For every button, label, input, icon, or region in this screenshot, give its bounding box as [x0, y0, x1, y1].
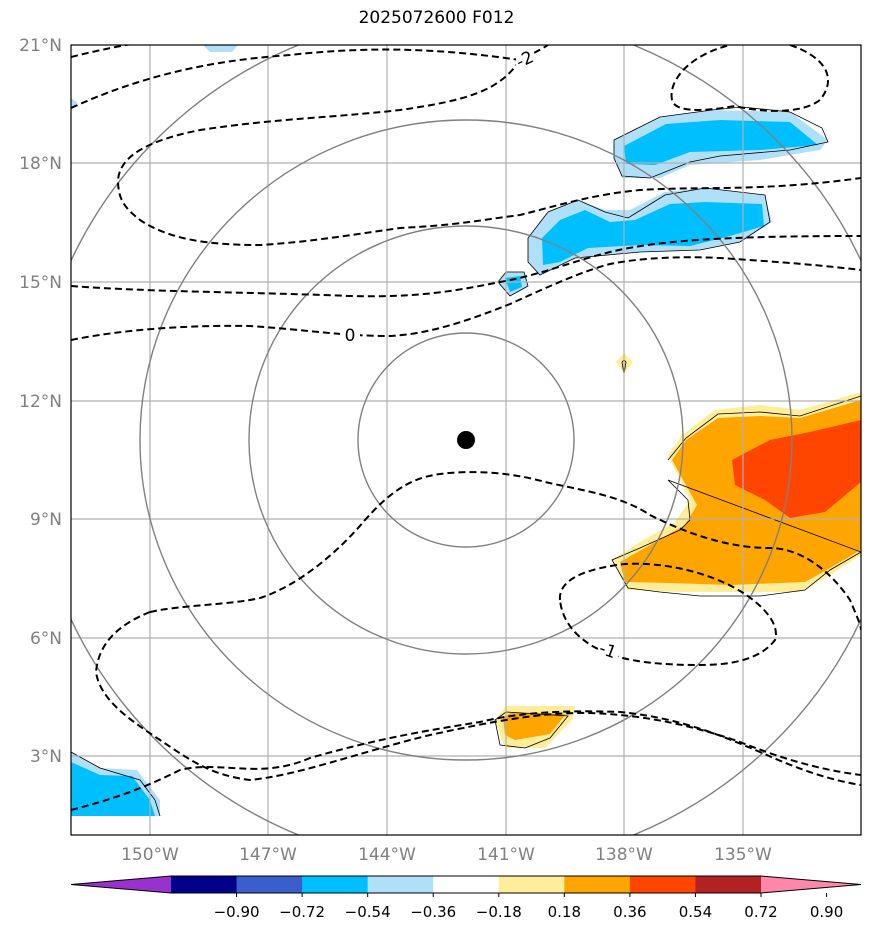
lon-label-150w: 150°W	[121, 845, 179, 865]
lon-label-147w: 147°W	[239, 845, 297, 865]
lat-label-18n: 18°N	[19, 154, 62, 174]
contour-line-i	[149, 471, 861, 631]
shaded-region-left-edge	[71, 98, 78, 108]
map-title: 2025072600 F012	[358, 8, 515, 28]
contour-line-f	[71, 256, 861, 341]
colorbar-extend-max	[761, 876, 861, 893]
shaded-region-east-warm-core	[732, 420, 861, 518]
contour-line-e	[71, 235, 861, 298]
contour-label-mask-top	[516, 49, 534, 69]
contour-label-mask-low	[598, 639, 618, 659]
dashed-contours	[71, 45, 861, 811]
colorbar: −0.90 −0.72 −0.54 −0.36 −0.18 0.18 0.36 0.54 0.7…	[70, 875, 862, 921]
map-plot-area: -2 0 -1	[71, 45, 861, 835]
colorbar-tick-label: −0.54	[345, 903, 391, 921]
longitude-labels: 150°W 147°W 144°W 141°W 138°W 135°W	[121, 845, 772, 865]
colorbar-outline	[70, 875, 862, 894]
colorbar-tick-label: −0.90	[214, 903, 260, 921]
shaded-region-small-blue-core	[505, 276, 522, 292]
latitude-labels: 21°N 18°N 15°N 12°N 9°N 6°N 3°N	[19, 36, 62, 767]
contour-line-d	[116, 59, 861, 247]
contour-line-j	[558, 562, 777, 667]
outline-sw	[71, 751, 161, 817]
colorbar-tick-label: 0.90	[810, 903, 843, 921]
colorbar-segment	[302, 876, 369, 893]
contour-label-top: -2	[513, 47, 537, 72]
range-ring-2	[248, 225, 684, 655]
range-ring-1	[357, 332, 575, 548]
lon-label-138w: 138°W	[595, 845, 653, 865]
colorbar-segment	[498, 876, 565, 893]
colorbar-segment	[236, 876, 303, 893]
colorbar-tick-label: −0.18	[476, 903, 522, 921]
storm-center-marker	[457, 431, 475, 449]
colorbar-segment	[564, 876, 631, 893]
outline-small-blue	[497, 271, 529, 297]
colorbar-segment	[367, 876, 434, 893]
colorbar-tick-label: 0.72	[744, 903, 777, 921]
colorbar-segment	[433, 876, 500, 893]
contour-label-mid: 0	[345, 326, 356, 346]
contour-line-h	[94, 611, 861, 782]
lon-label-135w: 135°W	[714, 845, 772, 865]
lat-label-12n: 12°N	[19, 392, 62, 412]
shaded-region-mid-band	[542, 202, 764, 265]
contour-line-g	[71, 710, 861, 811]
colorbar-tick-label: 0.54	[679, 903, 712, 921]
lon-label-144w: 144°W	[358, 845, 416, 865]
contour-line-c	[670, 45, 830, 112]
contour-label-mask-mid	[340, 325, 360, 345]
outline-tiny-yellow	[621, 359, 627, 375]
lat-label-6n: 6°N	[30, 629, 62, 649]
colorbar-tick-label: −0.36	[410, 903, 456, 921]
lat-label-21n: 21°N	[19, 36, 62, 56]
contour-label-low: -1	[596, 639, 619, 664]
colorbar-segment	[171, 876, 238, 893]
shaded-anomaly-fields	[71, 45, 861, 816]
colorbar-tick-label: 0.36	[613, 903, 646, 921]
lon-label-141w: 141°W	[477, 845, 535, 865]
colorbar-extend-min	[71, 876, 171, 893]
range-ring-3	[139, 119, 793, 761]
lat-label-3n: 3°N	[30, 747, 62, 767]
graticule	[71, 45, 861, 835]
colorbar-tick-label: −0.72	[279, 903, 325, 921]
contour-labels: -2 0 -1	[340, 47, 619, 663]
colorbar-tick-label: 0.18	[548, 903, 581, 921]
plot-frame	[70, 44, 862, 836]
shaded-region-sw	[71, 762, 155, 816]
shaded-region-ne-band	[624, 120, 818, 165]
shaded-region-top-small	[203, 45, 238, 52]
range-rings	[71, 45, 861, 835]
colorbar-segment	[629, 876, 696, 893]
lat-label-15n: 15°N	[19, 273, 62, 293]
contour-line-a	[71, 45, 132, 58]
colorbar-segment	[695, 876, 762, 893]
lat-label-9n: 9°N	[30, 510, 62, 530]
